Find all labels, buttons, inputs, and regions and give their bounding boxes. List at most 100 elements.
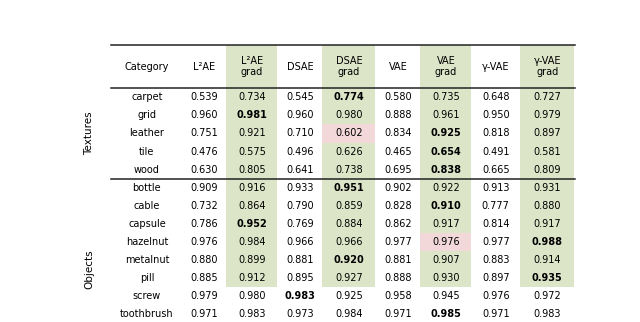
Text: 0.921: 0.921: [238, 128, 266, 138]
Text: 0.922: 0.922: [432, 183, 460, 193]
Text: γ-VAE: γ-VAE: [482, 62, 509, 71]
Text: VAE
grad: VAE grad: [435, 56, 457, 77]
Text: 0.984: 0.984: [335, 309, 363, 319]
Text: 0.972: 0.972: [533, 291, 561, 301]
Text: 0.626: 0.626: [335, 147, 363, 156]
Text: 0.884: 0.884: [335, 219, 363, 229]
Text: VAE: VAE: [388, 62, 408, 71]
Text: toothbrush: toothbrush: [120, 309, 173, 319]
Bar: [420, 233, 471, 251]
Text: 0.695: 0.695: [384, 165, 412, 175]
Text: 0.981: 0.981: [237, 110, 268, 120]
Text: 0.931: 0.931: [533, 183, 561, 193]
Text: 0.809: 0.809: [533, 165, 561, 175]
Text: 0.654: 0.654: [431, 147, 461, 156]
Text: 0.897: 0.897: [482, 273, 509, 283]
Text: 0.491: 0.491: [482, 147, 509, 156]
Text: 0.914: 0.914: [533, 255, 561, 265]
Text: 0.927: 0.927: [335, 273, 363, 283]
Text: metalnut: metalnut: [125, 255, 169, 265]
Text: 0.971: 0.971: [482, 309, 509, 319]
Text: Category: Category: [125, 62, 169, 71]
Text: 0.818: 0.818: [482, 128, 509, 138]
Text: 0.665: 0.665: [482, 165, 509, 175]
Text: 0.909: 0.909: [191, 183, 218, 193]
Text: 0.925: 0.925: [431, 128, 461, 138]
Bar: [520, 45, 573, 322]
Text: 0.864: 0.864: [238, 201, 266, 211]
Text: 0.888: 0.888: [385, 273, 412, 283]
Text: carpet: carpet: [131, 92, 163, 102]
Text: bottle: bottle: [132, 183, 161, 193]
Text: screw: screw: [133, 291, 161, 301]
Text: Textures: Textures: [84, 112, 94, 155]
Bar: [226, 45, 277, 322]
Text: L²AE
grad: L²AE grad: [241, 56, 263, 77]
Bar: [420, 287, 471, 306]
Text: DSAE: DSAE: [287, 62, 313, 71]
Text: 0.983: 0.983: [533, 309, 561, 319]
Text: 0.735: 0.735: [432, 92, 460, 102]
Text: 0.917: 0.917: [432, 219, 460, 229]
Text: DSAE
grad: DSAE grad: [335, 56, 362, 77]
Text: 0.913: 0.913: [482, 183, 509, 193]
Text: 0.952: 0.952: [237, 219, 268, 229]
Text: 0.732: 0.732: [191, 201, 218, 211]
Text: 0.880: 0.880: [533, 201, 561, 211]
Text: 0.973: 0.973: [286, 309, 314, 319]
Text: 0.727: 0.727: [533, 92, 561, 102]
Bar: [322, 124, 375, 143]
Text: 0.465: 0.465: [384, 147, 412, 156]
Text: 0.539: 0.539: [191, 92, 218, 102]
Text: 0.581: 0.581: [533, 147, 561, 156]
Text: 0.738: 0.738: [335, 165, 363, 175]
Text: 0.895: 0.895: [286, 273, 314, 283]
Text: 0.971: 0.971: [191, 309, 218, 319]
Text: 0.983: 0.983: [238, 309, 266, 319]
Text: 0.648: 0.648: [482, 92, 509, 102]
Text: 0.897: 0.897: [533, 128, 561, 138]
Text: wood: wood: [134, 165, 160, 175]
Text: 0.966: 0.966: [335, 237, 363, 247]
Text: 0.930: 0.930: [432, 273, 460, 283]
Text: 0.988: 0.988: [532, 237, 563, 247]
Text: 0.960: 0.960: [191, 110, 218, 120]
Text: 0.580: 0.580: [384, 92, 412, 102]
Text: 0.883: 0.883: [482, 255, 509, 265]
Text: Objects: Objects: [84, 250, 94, 289]
Text: 0.920: 0.920: [333, 255, 364, 265]
Text: cable: cable: [134, 201, 160, 211]
Text: 0.710: 0.710: [286, 128, 314, 138]
Text: 0.630: 0.630: [191, 165, 218, 175]
Text: 0.881: 0.881: [385, 255, 412, 265]
Text: 0.902: 0.902: [384, 183, 412, 193]
Text: grid: grid: [138, 110, 156, 120]
Text: leather: leather: [129, 128, 164, 138]
Text: 0.751: 0.751: [191, 128, 218, 138]
Text: 0.828: 0.828: [384, 201, 412, 211]
Text: 0.734: 0.734: [238, 92, 266, 102]
Text: 0.976: 0.976: [482, 291, 509, 301]
Text: 0.950: 0.950: [482, 110, 509, 120]
Text: 0.786: 0.786: [191, 219, 218, 229]
Text: 0.862: 0.862: [384, 219, 412, 229]
Text: 0.916: 0.916: [238, 183, 266, 193]
Text: 0.790: 0.790: [286, 201, 314, 211]
Text: 0.933: 0.933: [286, 183, 314, 193]
Text: 0.774: 0.774: [333, 92, 364, 102]
Text: 0.935: 0.935: [532, 273, 563, 283]
Text: 0.496: 0.496: [286, 147, 314, 156]
Text: 0.980: 0.980: [335, 110, 363, 120]
Text: 0.910: 0.910: [431, 201, 461, 211]
Text: 0.985: 0.985: [431, 309, 461, 319]
Text: 0.814: 0.814: [482, 219, 509, 229]
Text: 0.977: 0.977: [384, 237, 412, 247]
Text: 0.476: 0.476: [191, 147, 218, 156]
Text: 0.971: 0.971: [384, 309, 412, 319]
Text: 0.984: 0.984: [238, 237, 266, 247]
Text: 0.838: 0.838: [430, 165, 461, 175]
Text: 0.976: 0.976: [432, 237, 460, 247]
Bar: [520, 287, 573, 306]
Text: 0.912: 0.912: [238, 273, 266, 283]
Text: 0.979: 0.979: [191, 291, 218, 301]
